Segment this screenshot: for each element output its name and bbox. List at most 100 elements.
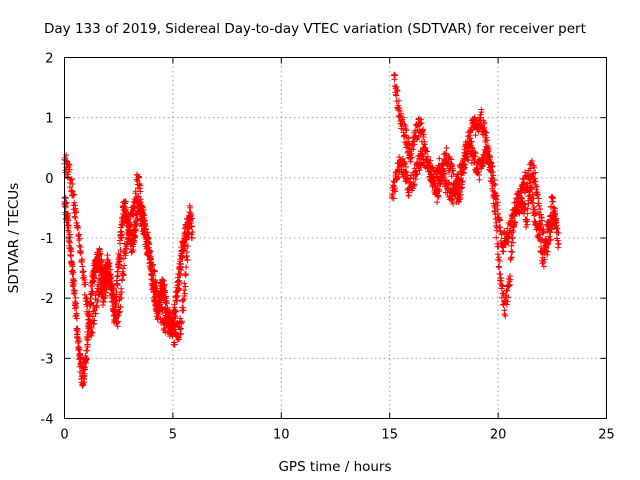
data-point <box>537 236 544 243</box>
data-point <box>120 271 127 278</box>
data-point <box>117 252 124 259</box>
data-point <box>501 307 508 314</box>
data-point <box>183 264 190 271</box>
data-point <box>531 175 538 182</box>
data-point <box>511 218 518 225</box>
data-point <box>394 88 401 95</box>
data-point <box>97 250 104 257</box>
data-point <box>89 288 96 295</box>
data-point <box>82 366 89 373</box>
data-point <box>92 310 99 317</box>
data-point <box>485 142 492 149</box>
data-point <box>163 300 170 307</box>
data-point <box>162 329 169 336</box>
data-point <box>456 184 463 191</box>
data-point <box>407 175 414 182</box>
data-point <box>80 363 87 370</box>
data-point <box>75 224 82 231</box>
data-point <box>441 171 448 178</box>
data-point <box>81 370 88 377</box>
data-point <box>534 191 541 198</box>
data-point <box>488 168 495 175</box>
data-point <box>390 178 397 185</box>
data-point <box>173 297 180 304</box>
data-point <box>151 268 158 275</box>
data-point <box>71 278 78 285</box>
data-point <box>137 199 144 206</box>
data-point <box>489 180 496 187</box>
data-point <box>392 72 399 79</box>
data-point <box>495 263 502 270</box>
data-point <box>518 194 525 201</box>
data-point <box>411 181 418 188</box>
data-point <box>62 154 69 161</box>
data-point <box>68 187 75 194</box>
data-point <box>73 315 80 322</box>
data-point <box>536 202 543 209</box>
data-point <box>118 289 125 296</box>
data-point <box>181 280 188 287</box>
data-point <box>466 135 473 142</box>
data-point <box>393 83 400 90</box>
data-point <box>487 161 494 168</box>
data-point <box>82 281 89 288</box>
data-point <box>74 328 81 335</box>
data-point <box>75 338 82 345</box>
data-point <box>494 199 501 206</box>
data-point <box>485 153 492 160</box>
data-point <box>550 195 557 202</box>
data-point <box>185 221 192 228</box>
data-point <box>420 131 427 138</box>
data-point <box>452 191 459 198</box>
data-point <box>508 242 515 249</box>
data-point <box>436 155 443 162</box>
data-point <box>174 292 181 299</box>
data-point <box>552 222 559 229</box>
data-point <box>122 198 129 205</box>
y-tick-label: 0 <box>45 172 53 187</box>
data-point <box>89 329 96 336</box>
data-point <box>110 297 117 304</box>
data-point <box>450 167 457 174</box>
data-point <box>553 222 560 229</box>
data-point <box>524 210 531 217</box>
data-point <box>116 309 123 316</box>
data-point <box>184 256 191 263</box>
data-point <box>402 160 409 167</box>
data-point <box>483 137 490 144</box>
data-point <box>85 311 92 318</box>
data-point <box>119 276 126 283</box>
data-point <box>155 291 162 298</box>
data-point <box>102 289 109 296</box>
data-point <box>436 188 443 195</box>
data-point <box>68 176 75 183</box>
data-point <box>85 336 92 343</box>
data-point <box>541 256 548 263</box>
data-point <box>81 291 88 298</box>
data-point <box>71 199 78 206</box>
data-point <box>130 211 137 218</box>
data-point <box>110 285 117 292</box>
data-point <box>189 235 196 242</box>
y-axis-label: SDTVAR / TECUs <box>6 183 22 293</box>
data-point <box>178 318 185 325</box>
data-point <box>553 228 560 235</box>
data-point <box>183 249 190 256</box>
data-point <box>484 148 491 155</box>
data-point <box>394 175 401 182</box>
data-point <box>531 164 538 171</box>
data-point <box>179 255 186 262</box>
data-point <box>118 285 125 292</box>
data-point <box>507 255 514 262</box>
data-point <box>554 226 561 233</box>
data-point <box>147 248 154 255</box>
x-tick-label: 10 <box>273 428 290 443</box>
data-point <box>145 235 152 242</box>
data-point <box>122 208 129 215</box>
data-point <box>95 275 102 282</box>
data-point <box>72 294 79 301</box>
data-point <box>540 263 547 270</box>
data-point <box>133 194 140 201</box>
data-point <box>528 158 535 165</box>
y-tick-label: 1 <box>45 112 53 127</box>
